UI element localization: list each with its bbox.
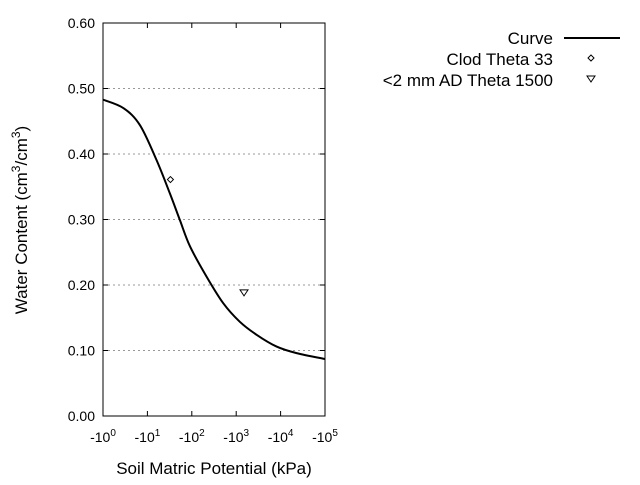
y-tick-label: 0.00: [68, 408, 95, 424]
grid: [103, 88, 325, 351]
legend-label-curve: Curve: [508, 29, 553, 48]
legend: Curve Clod Theta 33 <2 mm AD Theta 1500: [383, 29, 620, 90]
y-tick-label: 0.40: [68, 146, 95, 162]
x-tick-label: -101: [135, 428, 161, 445]
y-tick-label: 0.50: [68, 81, 95, 97]
x-tick-label: -103: [223, 428, 249, 445]
data-point-diamond: [166, 175, 175, 184]
data-point-triangle: [239, 289, 249, 297]
y-tick-label: 0.30: [68, 212, 95, 228]
series: [102, 98, 326, 360]
x-tick-label: -102: [179, 428, 205, 445]
legend-label-clod-theta-33: Clod Theta 33: [447, 50, 553, 69]
y-tick-label: 0.60: [68, 15, 95, 31]
y-tick-label: 0.20: [68, 277, 95, 293]
y-axis-title: Water Content (cm3/cm3): [9, 126, 31, 314]
x-tick-label: -105: [312, 428, 338, 445]
curve-line: [102, 98, 326, 360]
x-tick-label: -104: [268, 428, 294, 445]
y-tick-label: 0.10: [68, 343, 95, 359]
y-ticks: 0.00 0.10 0.20 0.30 0.40 0.50 0.60: [68, 15, 325, 424]
legend-label-theta-1500: <2 mm AD Theta 1500: [383, 71, 553, 90]
legend-marker-triangle: [586, 75, 596, 83]
legend-marker-diamond: [587, 54, 595, 62]
x-axis-title: Soil Matric Potential (kPa): [116, 459, 312, 478]
x-ticks: -100 -101 -102 -103 -104 -105: [90, 23, 338, 445]
x-tick-label: -100: [90, 428, 116, 445]
